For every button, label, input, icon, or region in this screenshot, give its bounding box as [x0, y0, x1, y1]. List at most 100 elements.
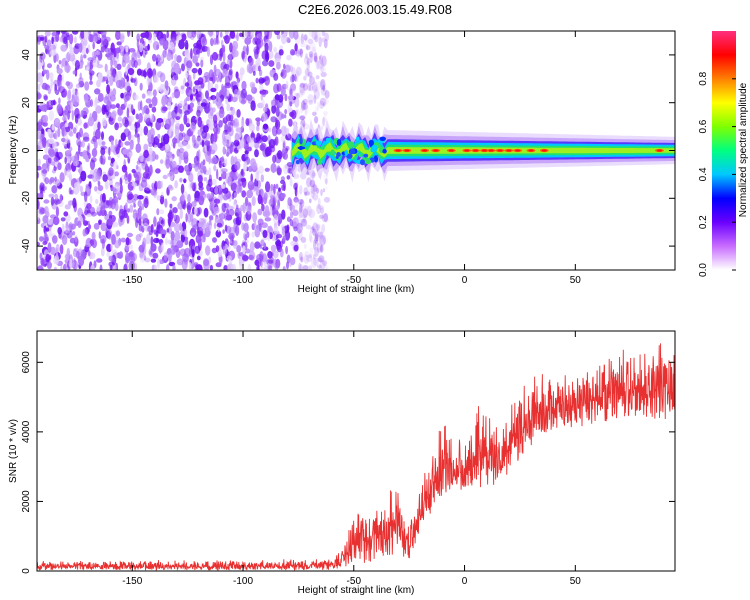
noise-speckle: [321, 55, 327, 67]
noise-speckle: [300, 106, 304, 114]
noise-speckle: [59, 244, 64, 255]
noise-speckle: [166, 228, 170, 233]
noise-speckle: [139, 250, 144, 259]
spectrogram-y-tick-label: -40: [21, 238, 32, 253]
noise-speckle: [100, 222, 107, 232]
noise-speckle: [140, 256, 145, 263]
noise-speckle: [306, 61, 310, 71]
noise-speckle: [193, 206, 198, 215]
noise-speckle: [304, 243, 307, 250]
noise-speckle: [115, 47, 121, 54]
noise-speckle: [185, 96, 190, 102]
noise-speckle: [185, 123, 191, 128]
noise-speckle: [179, 177, 183, 183]
noise-speckle: [152, 53, 157, 62]
noise-speckle: [53, 156, 59, 162]
noise-speckle: [253, 137, 259, 144]
noise-speckle: [138, 219, 142, 226]
noise-speckle: [314, 31, 321, 38]
noise-speckle: [101, 131, 104, 141]
noise-speckle: [314, 223, 320, 232]
noise-speckle: [42, 36, 47, 47]
noise-speckle: [210, 142, 218, 153]
noise-speckle: [72, 70, 77, 75]
noise-speckle: [309, 76, 315, 86]
noise-speckle: [64, 204, 71, 210]
noise-speckle: [267, 232, 271, 242]
noise-speckle: [129, 204, 134, 213]
noise-speckle: [214, 216, 220, 224]
noise-speckle: [264, 31, 270, 38]
noise-speckle: [126, 75, 130, 83]
noise-speckle: [61, 127, 65, 137]
noise-speckle: [255, 169, 260, 181]
noise-speckle: [278, 49, 284, 56]
noise-speckle: [84, 81, 90, 91]
noise-speckle: [215, 123, 221, 135]
noise-speckle: [40, 257, 45, 266]
noise-speckle: [313, 55, 318, 63]
noise-speckle: [68, 200, 74, 206]
noise-speckle: [289, 258, 292, 267]
noise-speckle: [182, 141, 188, 147]
noise-speckle: [306, 69, 311, 77]
colorbar-tick-label: 0.0: [698, 263, 709, 277]
noise-speckle: [37, 171, 40, 179]
noise-speckle: [309, 179, 316, 188]
noise-speckle: [88, 33, 93, 43]
snr-y-tick-label: 0: [21, 568, 32, 574]
noise-speckle: [106, 52, 113, 61]
noise-speckle: [109, 104, 117, 109]
noise-speckle: [273, 138, 277, 146]
noise-speckle: [137, 200, 142, 207]
noise-speckle: [185, 72, 189, 78]
noise-speckle: [74, 114, 79, 124]
noise-speckle: [176, 55, 182, 63]
snr-line: [37, 343, 675, 571]
noise-speckle: [260, 77, 266, 83]
noise-speckle: [173, 62, 180, 74]
noise-speckle: [83, 220, 88, 227]
noise-speckle: [284, 64, 291, 73]
noise-speckle: [162, 174, 168, 180]
noise-speckle: [263, 261, 268, 267]
noise-speckle: [314, 31, 318, 37]
noise-speckle: [298, 262, 302, 270]
noise-speckle: [97, 185, 104, 191]
noise-speckle: [273, 72, 279, 81]
noise-speckle: [126, 107, 130, 118]
noise-speckle: [44, 231, 48, 238]
noise-speckle: [109, 75, 114, 87]
noise-speckle: [300, 224, 304, 230]
noise-speckle: [283, 181, 286, 192]
noise-speckle: [225, 114, 232, 122]
noise-speckle: [91, 51, 96, 58]
noise-speckle: [300, 33, 304, 45]
noise-speckle: [72, 95, 80, 107]
noise-speckle: [210, 133, 214, 145]
noise-speckle: [255, 117, 261, 122]
noise-speckle: [94, 186, 98, 192]
noise-speckle: [147, 225, 152, 232]
noise-speckle: [118, 79, 124, 90]
noise-speckle: [72, 231, 76, 236]
noise-speckle: [40, 166, 48, 177]
noise-speckle: [37, 158, 41, 166]
noise-speckle: [85, 185, 91, 193]
noise-speckle: [207, 192, 213, 200]
snr-axes: -150 -100 -50 0 50 0 2000 4000 6000: [21, 331, 675, 587]
noise-speckle: [238, 93, 245, 104]
noise-speckle: [108, 146, 111, 156]
noise-speckle: [301, 211, 305, 216]
noise-speckle: [205, 90, 209, 99]
noise-speckle: [319, 100, 324, 109]
noise-speckle: [314, 35, 319, 43]
noise-speckle: [143, 255, 147, 261]
noise-speckle: [127, 67, 135, 76]
noise-speckle: [252, 70, 256, 76]
noise-speckle: [89, 72, 93, 82]
noise-speckle: [179, 84, 185, 95]
noise-speckle: [298, 207, 304, 219]
noise-speckle: [230, 155, 235, 167]
noise-speckle: [68, 131, 74, 137]
